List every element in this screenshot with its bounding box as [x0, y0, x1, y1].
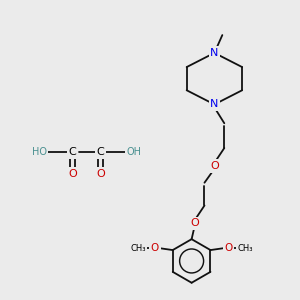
Text: O: O — [190, 218, 199, 228]
Text: N: N — [210, 99, 219, 110]
Text: O: O — [224, 243, 232, 253]
Text: O: O — [68, 169, 77, 179]
Text: OH: OH — [127, 147, 142, 157]
Text: O: O — [151, 243, 159, 253]
Text: C: C — [69, 147, 76, 157]
Text: CH₃: CH₃ — [237, 244, 253, 253]
Text: O: O — [96, 169, 105, 179]
Text: CH₃: CH₃ — [130, 244, 146, 253]
Text: C: C — [97, 147, 104, 157]
Text: N: N — [210, 48, 219, 58]
Text: HO: HO — [32, 147, 46, 157]
Text: O: O — [210, 161, 219, 171]
